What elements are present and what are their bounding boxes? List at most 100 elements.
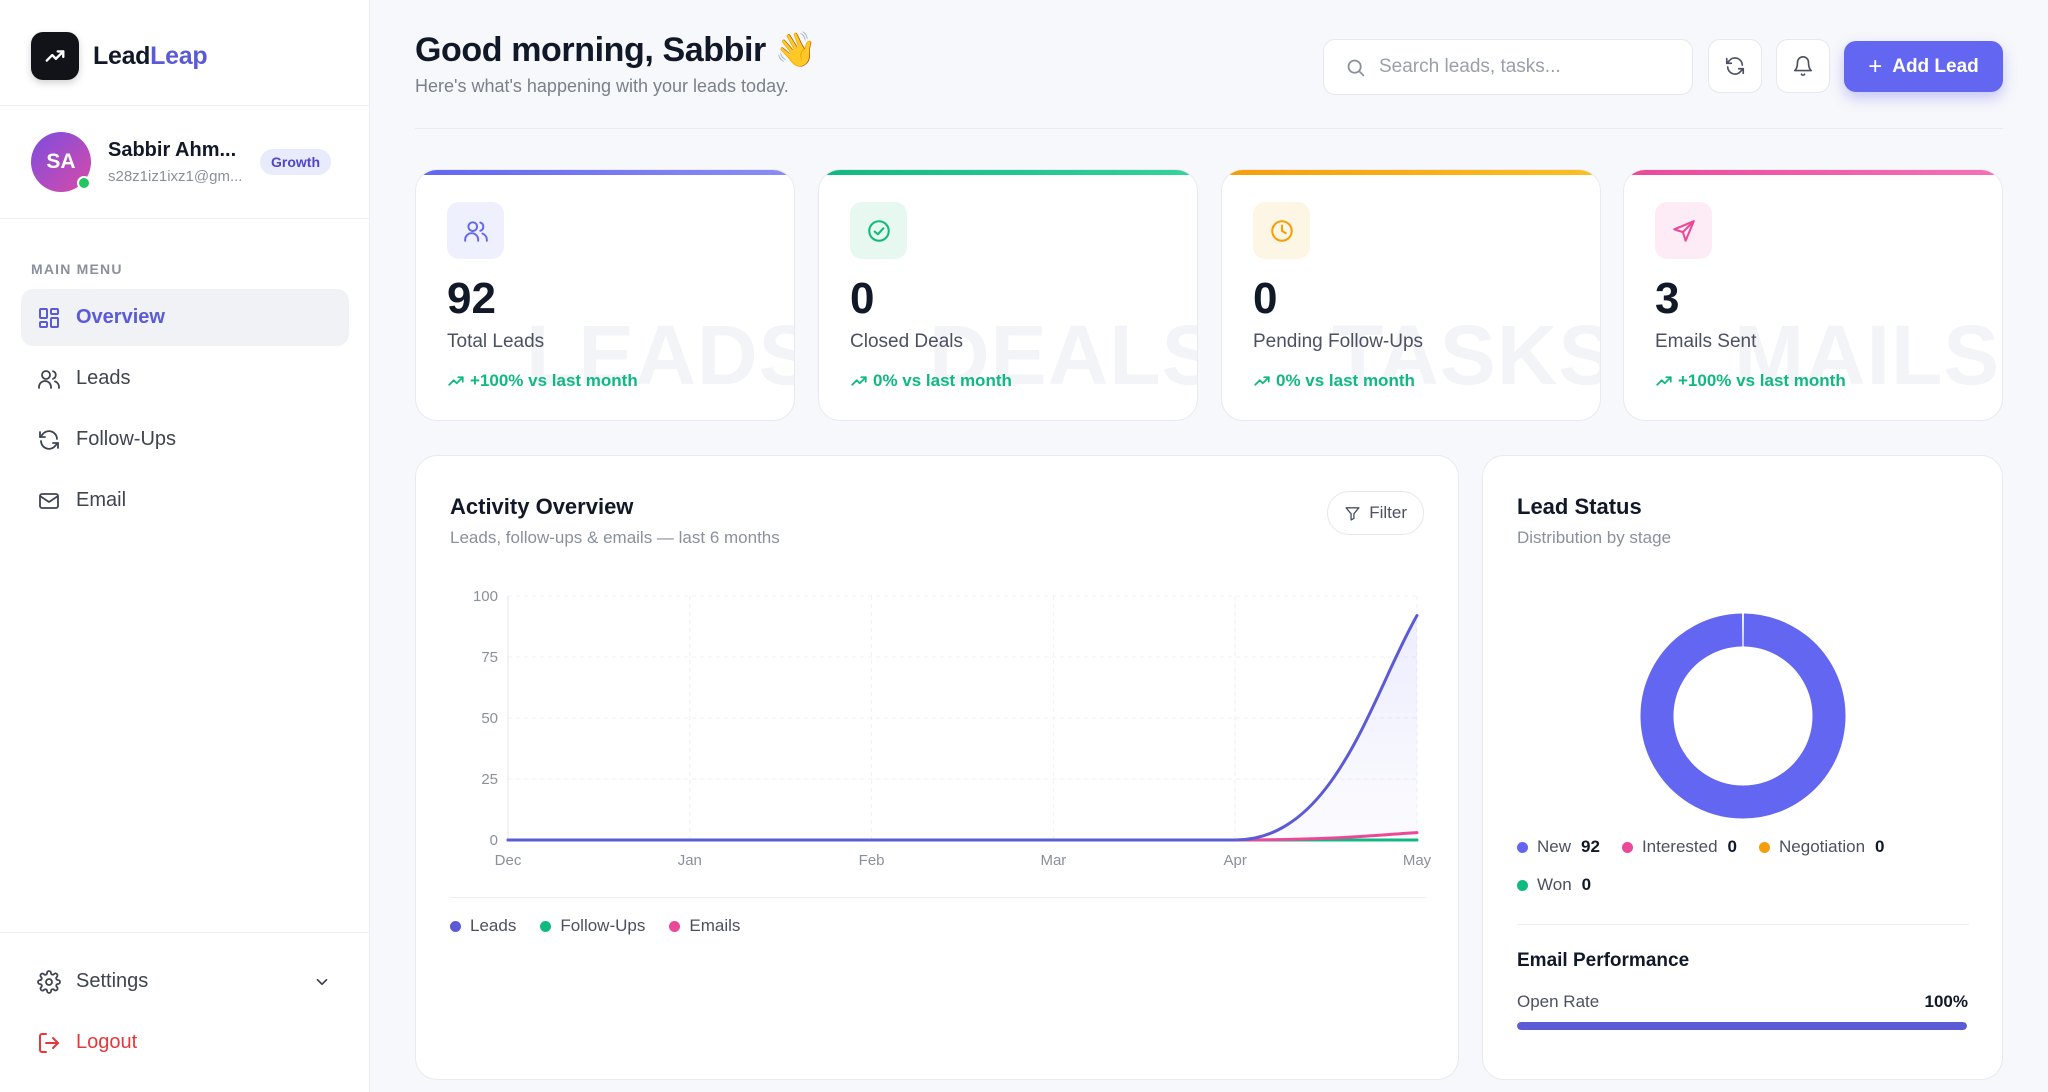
stat-label: Closed Deals bbox=[850, 331, 963, 352]
chevron-down-icon bbox=[316, 978, 328, 985]
open-rate-progress bbox=[1517, 1022, 1967, 1030]
legend-label: Emails bbox=[689, 916, 741, 935]
legend-value: 0 bbox=[1581, 875, 1592, 894]
legend-label: New bbox=[1537, 837, 1572, 856]
settings-item[interactable]: Settings bbox=[21, 953, 349, 1010]
divider bbox=[0, 218, 370, 219]
panel-subtitle: Leads, follow-ups & emails — last 6 mont… bbox=[450, 528, 780, 547]
stat-trend: 0% vs last month bbox=[1253, 371, 1415, 391]
search-box[interactable] bbox=[1323, 39, 1693, 95]
stat-card-emails-sent: MAILS 3 Emails Sent +100% vs last month bbox=[1623, 169, 2003, 421]
stat-card-closed-deals: DEALS 0 Closed Deals 0% vs last month bbox=[818, 169, 1198, 421]
stat-value: 92 bbox=[447, 274, 496, 323]
search-input[interactable] bbox=[1379, 56, 1679, 78]
legend-dot bbox=[1621, 841, 1633, 853]
legend-label: Interested bbox=[1641, 837, 1718, 856]
settings-label: Settings bbox=[76, 970, 149, 992]
email-performance-title: Email Performance bbox=[1517, 950, 1690, 971]
sidebar-item-follow-ups[interactable]: Follow-Ups bbox=[21, 411, 349, 468]
status-legend-row-1: New 92 Interested 0 Negotiation 0 bbox=[1517, 837, 1885, 857]
online-status-dot bbox=[77, 176, 91, 190]
y-tick-label: 100 bbox=[473, 588, 498, 605]
menu-title: MAIN MENU bbox=[31, 261, 123, 277]
stat-trend-text: 0% vs last month bbox=[873, 371, 1012, 390]
user-profile[interactable]: SA Sabbir Ahm... s28z1iz1ixz1@gm... Grow… bbox=[31, 131, 341, 193]
gear-icon bbox=[37, 969, 61, 994]
status-legend-negotiation: Negotiation 0 bbox=[1759, 837, 1885, 857]
stat-accent-bar bbox=[416, 170, 794, 175]
legend-dot bbox=[1759, 841, 1771, 853]
sidebar-item-label: Follow-Ups bbox=[76, 428, 177, 450]
activity-line-chart: 0 25 50 75 100 Dec Jan Feb Mar Apr May bbox=[473, 588, 1432, 869]
trending-up-icon bbox=[448, 376, 464, 386]
stat-label: Pending Follow-Ups bbox=[1253, 331, 1424, 352]
brand-logo bbox=[31, 32, 79, 80]
open-rate-label: Open Rate bbox=[1517, 992, 1600, 1011]
notifications-button[interactable] bbox=[1776, 39, 1830, 93]
sidebar-item-label: Email bbox=[76, 489, 127, 511]
legend-dot bbox=[1517, 879, 1528, 891]
series-line-leads bbox=[506, 614, 1419, 842]
clock-icon bbox=[1270, 219, 1293, 242]
avatar: SA bbox=[31, 132, 91, 192]
page-title: Good morning, Sabbir 👋 bbox=[415, 31, 817, 69]
filter-icon bbox=[1345, 506, 1360, 521]
activity-overview-panel: Activity Overview Leads, follow-ups & em… bbox=[415, 455, 1459, 1080]
legend-value: 0 bbox=[1727, 837, 1738, 856]
trending-up-icon bbox=[1254, 376, 1270, 386]
logout-button[interactable]: Logout bbox=[21, 1014, 349, 1071]
brand-name-part2: Leap bbox=[150, 41, 208, 70]
grid-icon bbox=[39, 307, 59, 328]
filter-label: Filter bbox=[1369, 503, 1407, 522]
sidebar-item-leads[interactable]: Leads bbox=[21, 350, 349, 407]
filter-button[interactable]: Filter bbox=[1327, 491, 1424, 535]
bell-icon bbox=[1793, 56, 1813, 77]
refresh-icon bbox=[39, 429, 59, 450]
trending-up-icon bbox=[1656, 376, 1672, 386]
series-area-leads bbox=[508, 615, 1417, 840]
search-icon bbox=[1347, 59, 1365, 76]
legend-dot bbox=[540, 920, 552, 932]
chart-legend: Leads Follow-Ups Emails bbox=[450, 916, 764, 936]
sidebar-item-label: Leads bbox=[76, 367, 131, 389]
sidebar-item-overview[interactable]: Overview bbox=[21, 289, 349, 346]
divider bbox=[1517, 924, 1969, 925]
sidebar-item-label: Overview bbox=[76, 306, 165, 328]
stat-trend-text: 0% vs last month bbox=[1276, 371, 1415, 390]
send-icon bbox=[1672, 219, 1695, 242]
check-circle-icon bbox=[867, 219, 890, 242]
y-tick-label: 75 bbox=[481, 649, 498, 666]
x-tick-label: Apr bbox=[1224, 852, 1247, 869]
stat-icon-box bbox=[850, 202, 907, 259]
sidebar-item-email[interactable]: Email bbox=[21, 472, 349, 529]
refresh-button[interactable] bbox=[1708, 39, 1762, 93]
brand[interactable]: LeadLeap bbox=[31, 31, 208, 81]
add-lead-button[interactable]: + Add Lead bbox=[1844, 41, 2003, 92]
refresh-icon bbox=[1725, 57, 1745, 75]
stat-watermark: MAILS bbox=[1734, 308, 2001, 402]
stat-icon-box bbox=[1253, 202, 1310, 259]
status-legend-interested: Interested 0 bbox=[1621, 837, 1738, 857]
divider bbox=[0, 932, 370, 933]
mail-icon bbox=[39, 492, 59, 509]
stat-label: Emails Sent bbox=[1655, 331, 1757, 352]
logout-icon bbox=[39, 1032, 59, 1053]
header-divider bbox=[415, 128, 2003, 129]
open-rate-progress-fill bbox=[1517, 1022, 1967, 1030]
stat-trend: 0% vs last month bbox=[850, 371, 1012, 391]
legend-value: 0 bbox=[1875, 837, 1885, 856]
status-legend-row-2: Won 0 bbox=[1517, 875, 1615, 895]
stat-card-total-leads: LEADS 92 Total Leads +100% vs last month bbox=[415, 169, 795, 421]
plus-icon: + bbox=[1868, 52, 1883, 80]
add-lead-label: Add Lead bbox=[1892, 55, 1979, 77]
x-tick-label: Jan bbox=[678, 852, 702, 869]
trending-up-icon bbox=[45, 50, 65, 62]
donut-slice-new bbox=[1640, 613, 1846, 819]
lead-status-donut bbox=[1640, 613, 1846, 819]
y-tick-label: 25 bbox=[481, 771, 498, 788]
legend-item-emails: Emails bbox=[669, 916, 740, 936]
users-icon bbox=[38, 369, 60, 389]
divider bbox=[0, 105, 370, 106]
y-tick-label: 0 bbox=[490, 832, 498, 849]
stat-card-pending-follow-ups: TASKS 0 Pending Follow-Ups 0% vs last mo… bbox=[1221, 169, 1601, 421]
